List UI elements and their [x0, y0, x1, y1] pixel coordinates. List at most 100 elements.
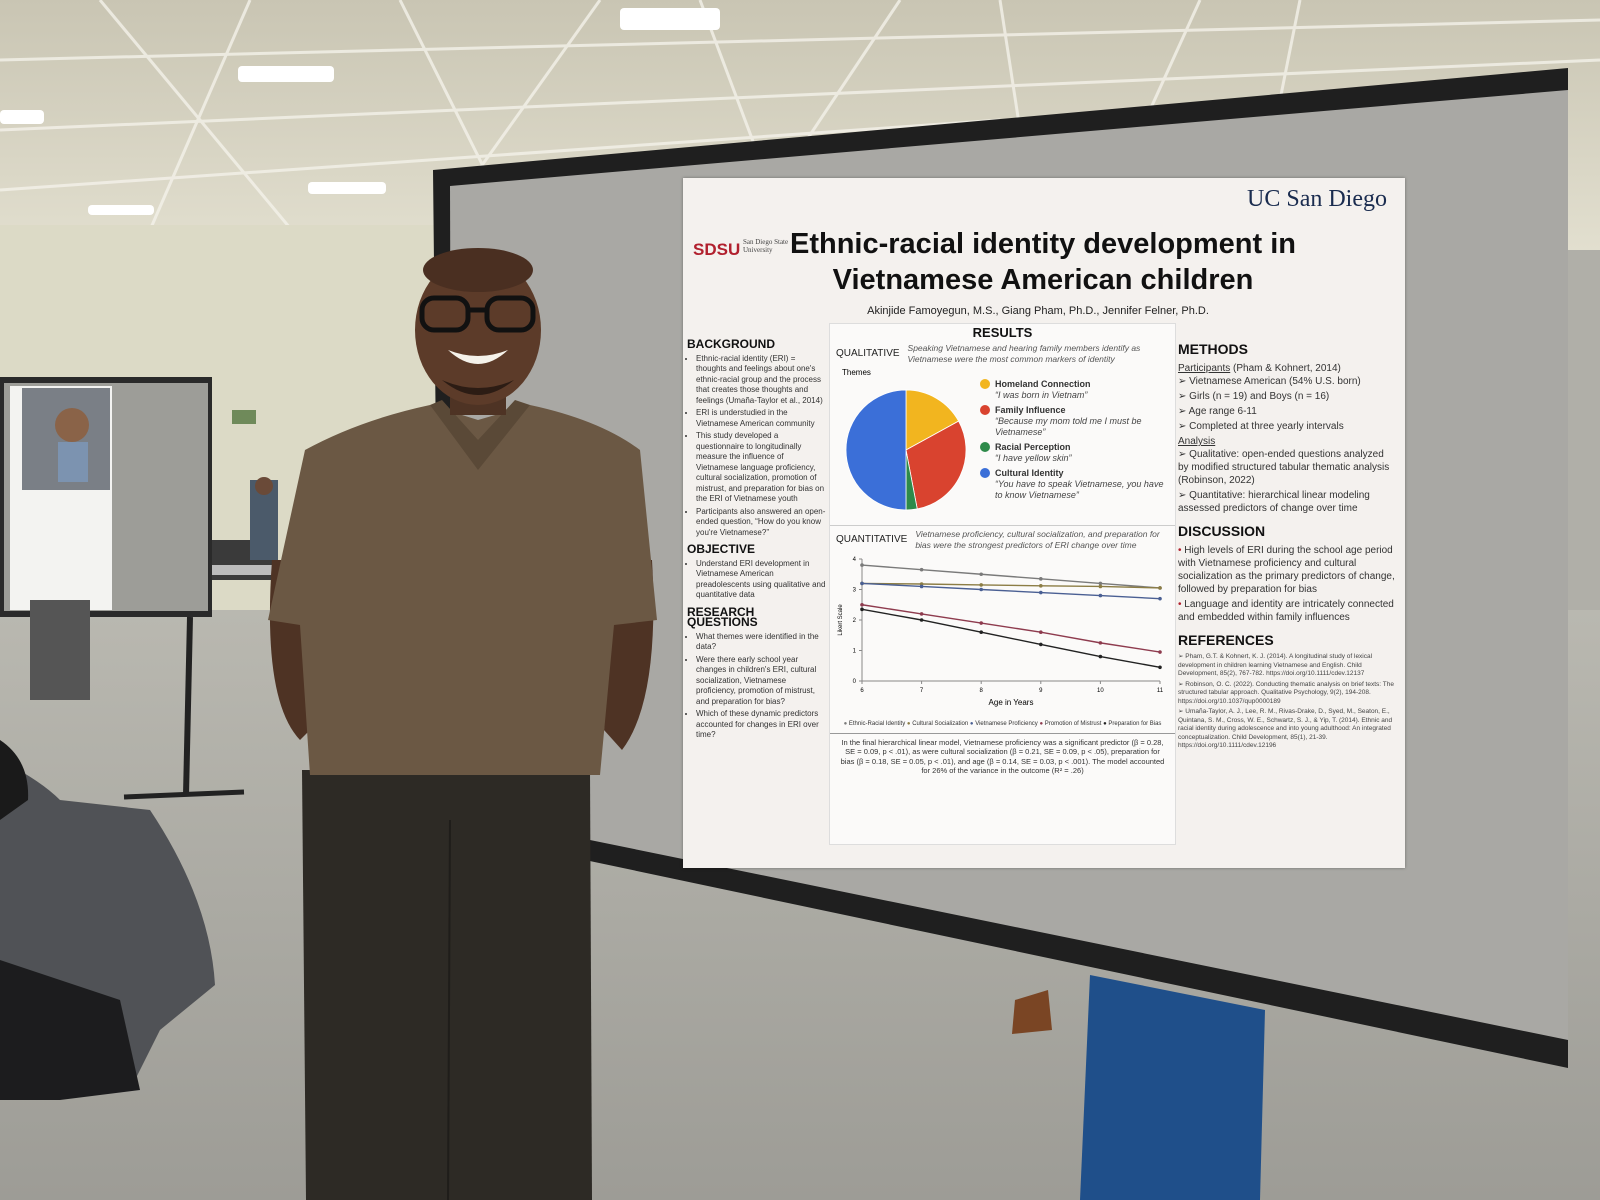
- x-tick-label: 8: [980, 688, 984, 694]
- list-item: Umaña-Taylor, A. J., Lee, R. M., Rivas-D…: [1178, 708, 1396, 751]
- data-point: [1098, 581, 1103, 585]
- heading: METHODS: [1178, 341, 1248, 357]
- legend-label: Family Influence: [995, 404, 1066, 415]
- series-line: [861, 603, 1161, 653]
- legend-text: Family Influence “Because my mom told me …: [995, 405, 1170, 438]
- background-people: [200, 477, 290, 580]
- ceiling-lights: [0, 8, 720, 215]
- data-point: [1098, 584, 1103, 588]
- legend-text: Racial Perception “I have yellow skin”: [995, 442, 1072, 464]
- list-item: High levels of ERI during the school age…: [1178, 544, 1396, 596]
- section-label: QUANTITATIVE: [836, 533, 908, 545]
- quote: “I have yellow skin”: [995, 452, 1072, 463]
- legend-swatch: ●: [843, 721, 849, 727]
- legend-swatch: [980, 467, 990, 478]
- heading: RESULTS: [972, 325, 1033, 340]
- legend-label: Ethnic-Racial Identity: [848, 721, 906, 727]
- heading: BACKGROUND: [687, 337, 775, 351]
- legend-text: Homeland Connection “I was born in Vietna…: [995, 379, 1091, 401]
- caption: In the final hierarchical linear model, …: [830, 732, 1175, 780]
- data-point: [979, 629, 983, 634]
- data-point: [979, 571, 983, 576]
- analysis-header: Analysis: [1178, 435, 1396, 448]
- summary: Vietnamese proficiency, cultural sociali…: [915, 528, 1160, 550]
- line-legend: ● Ethnic-Racial Identity ● Cultural Soci…: [830, 719, 1175, 730]
- legend-label: Cultural Socialization: [912, 721, 969, 727]
- data-point: [860, 562, 864, 567]
- legend-label: Racial Perception: [995, 441, 1071, 452]
- legend-label: Homeland Connection: [995, 378, 1091, 389]
- list-item: ERI is understudied in the Vietnamese Am…: [696, 408, 827, 429]
- heading: RESEARCH QUESTIONS: [687, 604, 758, 629]
- data-point: [1098, 654, 1103, 658]
- pie-title: Themes: [842, 368, 871, 377]
- data-point: [1039, 629, 1043, 634]
- data-point: [979, 582, 983, 587]
- x-tick-label: 9: [1039, 688, 1043, 694]
- legend-swatch: ●: [1101, 721, 1109, 727]
- data-point: [860, 607, 864, 611]
- poster: SDSU San Diego State University UC San D…: [683, 178, 1405, 868]
- list-item: This study developed a questionnaire to …: [696, 431, 827, 505]
- pie-legend: Homeland Connection “I was born in Vietna…: [980, 378, 1170, 505]
- list-item: Girls (n = 19) and Boys (n = 16): [1178, 390, 1396, 403]
- data-point: [979, 620, 983, 625]
- series-line: [861, 582, 1161, 589]
- list-item: Completed at three yearly intervals: [1178, 420, 1396, 433]
- left-poster-board: [0, 377, 245, 800]
- list: Qualitative: open-ended questions analyz…: [1178, 448, 1396, 515]
- legend-swatch: [980, 378, 990, 389]
- legend-swatch: ●: [905, 721, 913, 727]
- list-item: Robinson, O. C. (2022). Conducting thema…: [1178, 681, 1396, 707]
- x-tick-label: 7: [920, 688, 924, 694]
- data-point: [1039, 576, 1043, 581]
- heading: DISCUSSION: [1178, 523, 1266, 539]
- data-point: [1158, 596, 1162, 600]
- data-point: [919, 617, 924, 622]
- x-tick-label: 6: [860, 688, 864, 694]
- poster-header: SDSU San Diego State University UC San D…: [683, 178, 1405, 328]
- y-tick-label: 1: [853, 648, 857, 654]
- data-point: [979, 587, 983, 591]
- pie-slice: [905, 389, 960, 451]
- list: Vietnamese American (54% U.S. born) Girls…: [1178, 375, 1396, 433]
- source: (Pham & Kohnert, 2014): [1233, 363, 1341, 374]
- data-point: [860, 581, 864, 585]
- y-tick-label: 3: [853, 587, 857, 593]
- list: Understand ERI development in Vietnamese…: [687, 559, 827, 601]
- list-item: Participants also answered an open-ended…: [696, 507, 827, 539]
- list-item: Qualitative: open-ended questions analyz…: [1178, 448, 1396, 487]
- legend-label: Cultural Identity: [995, 467, 1064, 478]
- list-item: What themes were identified in the data?: [696, 632, 827, 653]
- quote: “I was born in Vietnam”: [995, 389, 1088, 400]
- logo-sdsu-name: San Diego State University: [743, 238, 789, 254]
- results-column: RESULTS QUALITATIVE Speaking Vietnamese …: [829, 323, 1176, 845]
- legend-swatch: ●: [1037, 721, 1045, 727]
- heading: OBJECTIVE: [687, 542, 756, 556]
- list: Pham, G.T. & Kohnert, K. J. (2014). A lo…: [1178, 653, 1396, 751]
- authors: Akinjide Famoyegun, M.S., Giang Pham, Ph…: [867, 305, 1209, 317]
- presenter: [268, 248, 657, 1200]
- series-line: [861, 582, 1161, 599]
- quote: “Because my mom told me I must be Vietna…: [995, 415, 1142, 437]
- logo-ucsd: UC San Diego: [1247, 186, 1387, 212]
- quote: “You have to speak Vietnamese, you have …: [995, 478, 1164, 500]
- list-item: Vietnamese American (54% U.S. born): [1178, 375, 1396, 388]
- pie-slice: [845, 389, 907, 510]
- legend-label: Vietnamese Proficiency: [975, 721, 1038, 727]
- list-item: Were there early school year changes in …: [696, 655, 827, 708]
- data-point: [1039, 590, 1043, 594]
- data-point: [1158, 585, 1162, 590]
- legend-text: Cultural Identity “You have to speak Viet…: [995, 468, 1170, 501]
- quantitative-header: QUANTITATIVE Vietnamese proficiency, cul…: [830, 524, 1175, 551]
- legend-swatch: [980, 404, 990, 415]
- series-line: [861, 563, 1161, 589]
- list: What themes were identified in the data?…: [687, 632, 827, 741]
- data-point: [1158, 649, 1162, 654]
- data-point: [919, 567, 924, 571]
- list-item: Language and identity are intricately co…: [1178, 598, 1396, 624]
- legend-label: Promotion of Mistrust: [1044, 721, 1102, 727]
- y-tick-label: 0: [853, 679, 857, 685]
- legend-swatch: [980, 441, 990, 452]
